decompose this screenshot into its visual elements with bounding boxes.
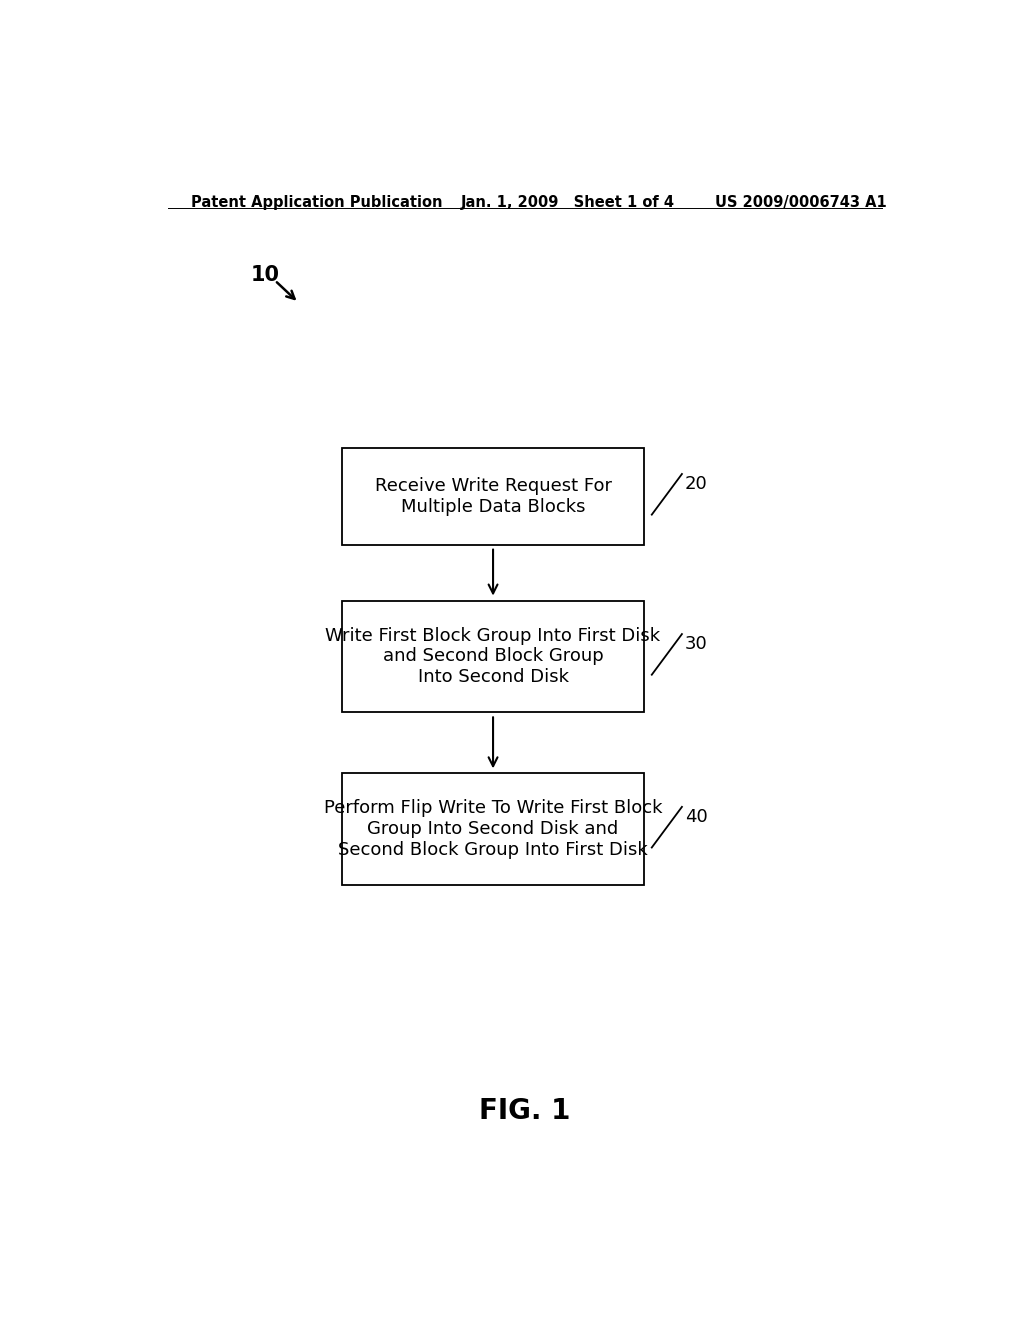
Text: 40: 40 (685, 808, 708, 826)
Text: US 2009/0006743 A1: US 2009/0006743 A1 (715, 195, 887, 210)
Text: 10: 10 (251, 265, 280, 285)
Text: Receive Write Request For
Multiple Data Blocks: Receive Write Request For Multiple Data … (375, 477, 611, 516)
Bar (342, 601, 644, 713)
Text: 20: 20 (685, 475, 708, 494)
Text: Jan. 1, 2009   Sheet 1 of 4: Jan. 1, 2009 Sheet 1 of 4 (461, 195, 675, 210)
Text: 30: 30 (685, 635, 708, 653)
Text: Perform Flip Write To Write First Block
Group Into Second Disk and
Second Block : Perform Flip Write To Write First Block … (324, 800, 663, 859)
Text: Patent Application Publication: Patent Application Publication (191, 195, 443, 210)
Bar (342, 774, 644, 886)
Text: Write First Block Group Into First Disk
and Second Block Group
Into Second Disk: Write First Block Group Into First Disk … (326, 627, 660, 686)
Bar (342, 447, 644, 545)
Text: FIG. 1: FIG. 1 (479, 1097, 570, 1125)
